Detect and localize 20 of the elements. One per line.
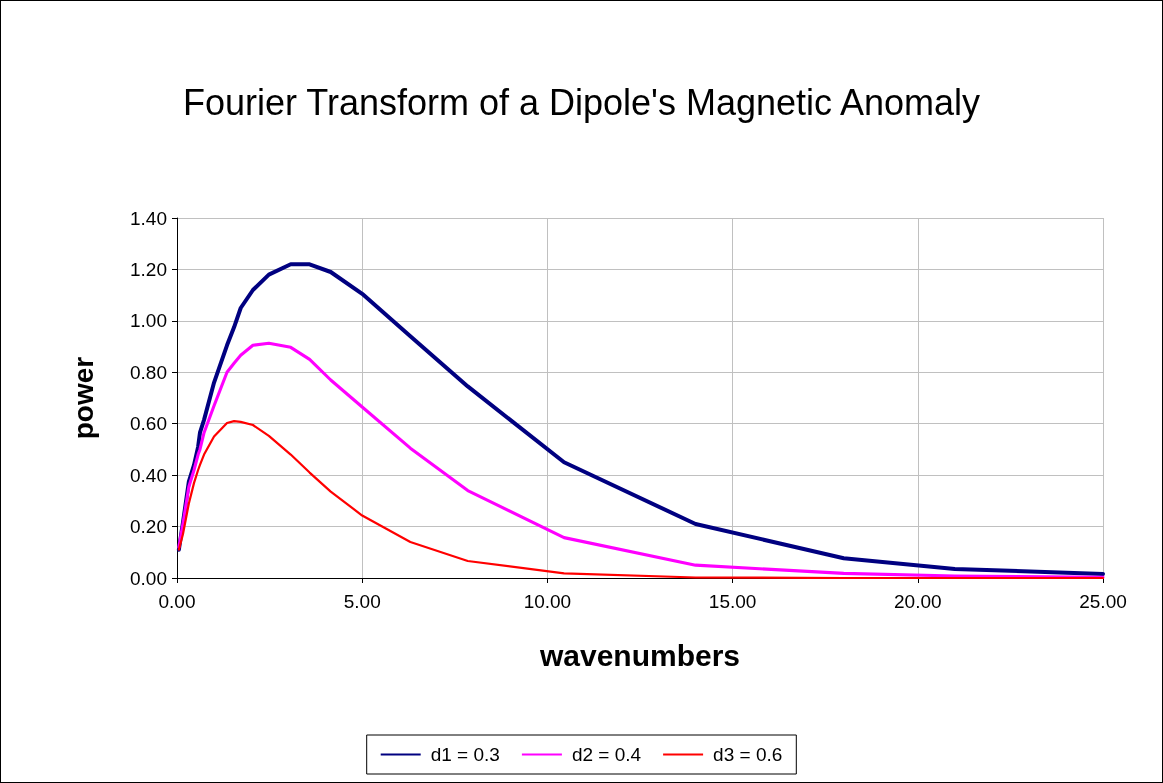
x-tick-label: 15.00 — [708, 591, 757, 612]
x-axis-title: wavenumbers — [538, 638, 741, 672]
x-tick-label: 25.00 — [1079, 591, 1127, 612]
y-tick-label: 0.00 — [130, 567, 167, 589]
x-tick-label: 20.00 — [894, 591, 942, 612]
y-tick-label: 0.20 — [130, 516, 167, 538]
y-tick-label: 1.00 — [130, 310, 167, 332]
chart-title: Fourier Transform of a Dipole's Magnetic Anomaly — [182, 81, 981, 123]
legend-label: d1 = 0.3 — [430, 744, 500, 765]
y-axis-title: power — [67, 356, 99, 440]
y-tick-label: 1.20 — [130, 258, 167, 280]
y-tick-label: 0.80 — [130, 361, 167, 383]
y-tick-label: 0.40 — [130, 464, 167, 486]
x-tick-label: 0.00 — [158, 591, 196, 612]
y-tick-label: 0.60 — [130, 413, 167, 435]
legend-label: d2 = 0.4 — [571, 744, 642, 765]
legend-label: d3 = 0.6 — [713, 744, 783, 765]
x-tick-label: 10.00 — [523, 591, 572, 612]
x-tick-label: 5.00 — [343, 591, 381, 612]
y-tick-label: 1.40 — [130, 207, 167, 229]
